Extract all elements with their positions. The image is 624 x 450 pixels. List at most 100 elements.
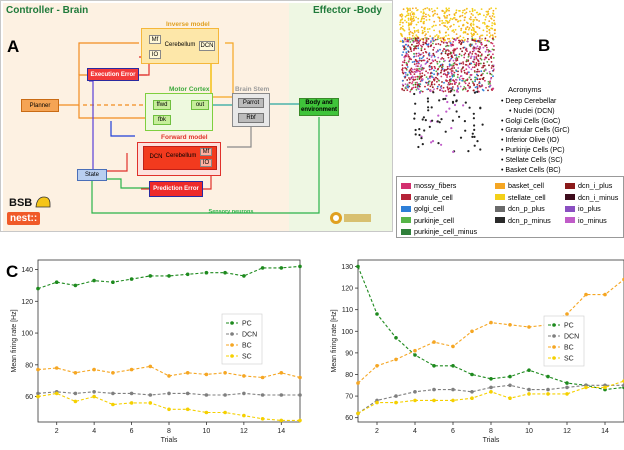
data-point-pc bbox=[92, 278, 96, 283]
x-tick-label: 14 bbox=[601, 428, 609, 435]
legend-label: basket_cell bbox=[508, 181, 544, 190]
x-tick-label: 4 bbox=[413, 428, 417, 435]
data-point-bc bbox=[413, 348, 417, 353]
data-point-sc bbox=[356, 411, 360, 416]
legend-entry: PC bbox=[242, 321, 252, 328]
legend-label: stellate_cell bbox=[508, 192, 546, 202]
data-point-sc bbox=[279, 418, 284, 423]
data-point-dcn bbox=[527, 387, 531, 392]
data-point-pc bbox=[298, 264, 302, 269]
legend-swatch bbox=[401, 217, 411, 223]
region-body-label: Effector -Body bbox=[313, 5, 382, 16]
legend-marker bbox=[552, 356, 556, 360]
data-point-pc bbox=[260, 266, 265, 270]
data-point-dcn bbox=[260, 393, 265, 397]
x-axis-label: Trials bbox=[161, 437, 178, 444]
x-tick-label: 2 bbox=[375, 428, 379, 435]
data-point-sc bbox=[451, 398, 455, 403]
y-tick-label: 70 bbox=[345, 394, 353, 401]
institution-logo-icon bbox=[330, 212, 371, 224]
y-tick-label: 80 bbox=[25, 362, 33, 369]
data-point-bc bbox=[167, 374, 171, 378]
data-point-bc bbox=[527, 325, 531, 329]
inverse-dcn-box: DCN bbox=[199, 41, 215, 51]
legend-marker bbox=[552, 345, 556, 349]
data-point-pc bbox=[129, 277, 134, 281]
data-point-sc bbox=[260, 417, 265, 421]
legend-label: dcn_i_plus bbox=[578, 181, 613, 190]
data-point-sc bbox=[470, 396, 474, 400]
bsb-logo-text: BSB bbox=[9, 197, 33, 209]
x-tick-label: 4 bbox=[92, 428, 96, 435]
legend-item: golgi_cell bbox=[401, 204, 444, 213]
data-point-dcn bbox=[92, 390, 96, 394]
data-point-bc bbox=[356, 381, 360, 385]
data-point-pc bbox=[565, 381, 569, 385]
legend-marker bbox=[230, 332, 234, 336]
legend-swatch bbox=[401, 205, 411, 212]
data-point-bc bbox=[204, 372, 209, 377]
y-tick-label: 90 bbox=[345, 350, 353, 357]
data-point-pc bbox=[432, 364, 436, 368]
y-tick-label: 120 bbox=[341, 286, 353, 293]
legend-item: dcn_i_minus bbox=[565, 193, 618, 202]
data-point-bc bbox=[451, 344, 455, 349]
panel-letter-b: B bbox=[538, 36, 551, 55]
data-point-pc bbox=[223, 270, 227, 275]
data-point-pc bbox=[394, 336, 398, 340]
legend-entry: SC bbox=[242, 354, 252, 361]
data-point-dcn bbox=[204, 393, 209, 397]
legend-swatch bbox=[401, 228, 411, 235]
legend-swatch bbox=[495, 182, 505, 189]
planner-box: Planner bbox=[21, 99, 59, 112]
data-point-dcn bbox=[298, 393, 302, 397]
acronym-item: Basket Cells (BC) bbox=[501, 166, 570, 176]
data-point-bc bbox=[111, 371, 115, 375]
panel-a-diagram: Controller - Brain Effector -Body A Inve… bbox=[0, 0, 393, 232]
legend-label: io_minus bbox=[578, 215, 607, 225]
inverse-io-box: IO bbox=[149, 50, 161, 59]
data-point-bc bbox=[394, 357, 398, 362]
data-point-bc bbox=[584, 292, 588, 297]
y-tick-label: 60 bbox=[345, 415, 353, 422]
y-tick-label: 140 bbox=[21, 267, 33, 274]
execution-error-box: Execution Error bbox=[87, 68, 139, 81]
inverse-mf-box: Mf bbox=[149, 35, 161, 44]
series-line-pc bbox=[357, 266, 624, 391]
acronyms-list: Deep Cerebellar Nuclei (DCN) Golgi Cells… bbox=[501, 97, 570, 176]
data-point-sc bbox=[565, 392, 569, 396]
data-point-bc bbox=[129, 367, 134, 372]
data-point-dcn bbox=[279, 393, 284, 397]
data-point-bc bbox=[242, 374, 246, 378]
legend-label: dcn_p_minus bbox=[508, 215, 551, 225]
state-box: State bbox=[77, 169, 107, 181]
legend-label: granule_cell bbox=[414, 192, 453, 202]
legend-item: purkinje_cell bbox=[401, 216, 454, 225]
legend-item: granule_cell bbox=[401, 193, 453, 202]
legend-item: purkinje_cell_minus bbox=[401, 227, 477, 236]
data-point-sc bbox=[223, 410, 227, 415]
data-point-dcn bbox=[489, 385, 493, 390]
legend-swatch bbox=[401, 194, 411, 200]
legend-label: purkinje_cell bbox=[414, 215, 454, 225]
data-point-pc bbox=[489, 377, 493, 381]
data-point-sc bbox=[584, 385, 588, 390]
firing-rate-chart-right: 60 70 80 90 100 110 120 130 2 4 6 8 10 12 14 Trials Mean… bbox=[331, 259, 624, 444]
data-point-sc bbox=[298, 418, 302, 423]
data-point-pc bbox=[185, 272, 190, 277]
legend-swatch bbox=[565, 194, 575, 200]
data-point-bc bbox=[92, 367, 96, 372]
legend-marker bbox=[552, 323, 556, 327]
data-point-bc bbox=[54, 366, 59, 370]
y-tick-label: 110 bbox=[342, 307, 353, 314]
legend-item: io_plus bbox=[565, 204, 601, 213]
data-point-dcn bbox=[565, 385, 569, 390]
ffwd-box: ffwd bbox=[153, 100, 171, 110]
forward-io-box: IO bbox=[200, 159, 212, 167]
brain-stem-title: Brain Stem bbox=[235, 86, 270, 93]
data-point-dcn bbox=[432, 387, 436, 392]
data-point-pc bbox=[470, 372, 474, 377]
inverse-model-title: Inverse model bbox=[166, 21, 210, 28]
data-point-sc bbox=[185, 407, 190, 412]
data-point-pc bbox=[375, 312, 379, 316]
